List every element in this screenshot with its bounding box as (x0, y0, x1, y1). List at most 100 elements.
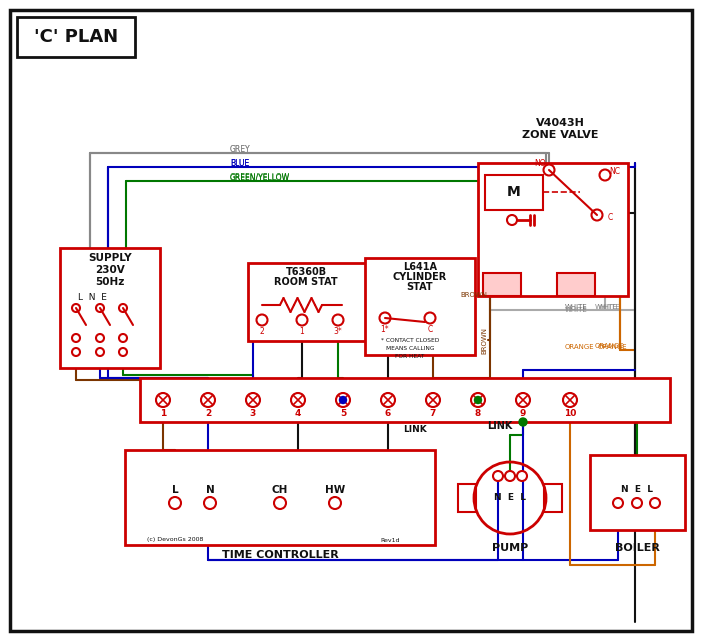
Text: 7: 7 (430, 408, 436, 417)
Text: C: C (428, 326, 432, 335)
Text: T6360B: T6360B (286, 267, 326, 277)
Text: 8: 8 (475, 408, 481, 417)
Circle shape (475, 397, 482, 403)
Text: ORANGE: ORANGE (565, 344, 595, 350)
Circle shape (340, 397, 347, 403)
Text: L  N  E: L N E (77, 294, 107, 303)
Circle shape (507, 215, 517, 225)
Bar (544, 484, 562, 512)
Circle shape (517, 471, 527, 481)
Text: 10: 10 (564, 408, 576, 417)
Bar (458, 484, 476, 512)
Text: ORANGE: ORANGE (595, 343, 625, 349)
Bar (248, 263, 366, 341)
Circle shape (333, 315, 343, 326)
Circle shape (493, 471, 503, 481)
Circle shape (505, 471, 515, 481)
Circle shape (274, 497, 286, 509)
Circle shape (516, 393, 530, 407)
Text: N: N (206, 485, 214, 495)
Circle shape (613, 498, 623, 508)
Text: 1: 1 (160, 408, 166, 417)
Text: LINK: LINK (487, 421, 512, 431)
Bar (17, 17, 135, 57)
Text: L: L (172, 485, 178, 495)
Text: NO: NO (534, 160, 546, 169)
Bar (60, 248, 160, 368)
Circle shape (96, 348, 104, 356)
Text: WHITE: WHITE (565, 307, 588, 313)
Text: GREY: GREY (230, 144, 251, 153)
Circle shape (72, 304, 80, 312)
Circle shape (426, 393, 440, 407)
Bar (478, 163, 628, 296)
Circle shape (543, 165, 555, 176)
Circle shape (296, 315, 307, 326)
Circle shape (650, 498, 660, 508)
Circle shape (381, 393, 395, 407)
Text: 3*: 3* (333, 326, 343, 335)
Text: BROWN: BROWN (460, 292, 487, 298)
Text: NC: NC (609, 167, 621, 176)
Bar (365, 258, 475, 355)
Text: STAT: STAT (406, 282, 433, 292)
Bar (125, 450, 435, 545)
Text: 4: 4 (295, 408, 301, 417)
Text: M: M (507, 185, 521, 199)
Text: WHITE: WHITE (595, 304, 618, 310)
Bar (483, 273, 521, 296)
Text: MEANS CALLING: MEANS CALLING (386, 345, 435, 351)
Circle shape (204, 497, 216, 509)
Text: BLUE: BLUE (230, 158, 249, 167)
Text: N  E  L: N E L (621, 485, 653, 494)
Text: FOR HEAT: FOR HEAT (395, 353, 425, 358)
Text: 2: 2 (260, 326, 265, 335)
Circle shape (201, 393, 215, 407)
Circle shape (336, 393, 350, 407)
Circle shape (632, 498, 642, 508)
Circle shape (519, 418, 527, 426)
Text: * CONTACT CLOSED: * CONTACT CLOSED (381, 338, 439, 342)
Text: ORANGE: ORANGE (598, 344, 628, 350)
Circle shape (156, 393, 170, 407)
Text: CH: CH (272, 485, 289, 495)
Text: L641A: L641A (403, 262, 437, 272)
Circle shape (169, 497, 181, 509)
Circle shape (72, 348, 80, 356)
Text: 1: 1 (300, 326, 305, 335)
Text: LINK: LINK (403, 426, 427, 435)
Text: 3: 3 (250, 408, 256, 417)
Text: GREEN/YELLOW: GREEN/YELLOW (230, 174, 290, 183)
Text: C: C (607, 213, 613, 222)
Circle shape (119, 304, 127, 312)
Text: GREY: GREY (230, 144, 251, 153)
Bar (140, 378, 670, 422)
Text: 2: 2 (205, 408, 211, 417)
Text: 5: 5 (340, 408, 346, 417)
Text: CYLINDER: CYLINDER (393, 272, 447, 282)
Text: WHITE: WHITE (565, 304, 588, 310)
Circle shape (246, 393, 260, 407)
Bar (557, 273, 595, 296)
Circle shape (96, 304, 104, 312)
Circle shape (329, 497, 341, 509)
Text: ROOM STAT: ROOM STAT (274, 277, 338, 287)
Circle shape (291, 393, 305, 407)
Text: V4043H: V4043H (536, 118, 585, 128)
Text: WHITE: WHITE (598, 304, 621, 310)
Text: ZONE VALVE: ZONE VALVE (522, 130, 598, 140)
Text: 230V: 230V (95, 265, 125, 275)
Text: PUMP: PUMP (492, 543, 528, 553)
Text: 9: 9 (519, 408, 526, 417)
Text: TIME CONTROLLER: TIME CONTROLLER (222, 550, 338, 560)
Text: BOILER: BOILER (614, 543, 659, 553)
Text: 1*: 1* (380, 326, 390, 335)
Circle shape (592, 210, 602, 221)
Circle shape (380, 313, 390, 324)
Circle shape (600, 169, 611, 181)
Text: N  E  L: N E L (494, 494, 526, 503)
Text: GREEN/YELLOW: GREEN/YELLOW (230, 172, 290, 181)
Circle shape (72, 334, 80, 342)
Circle shape (119, 348, 127, 356)
Text: HW: HW (325, 485, 345, 495)
